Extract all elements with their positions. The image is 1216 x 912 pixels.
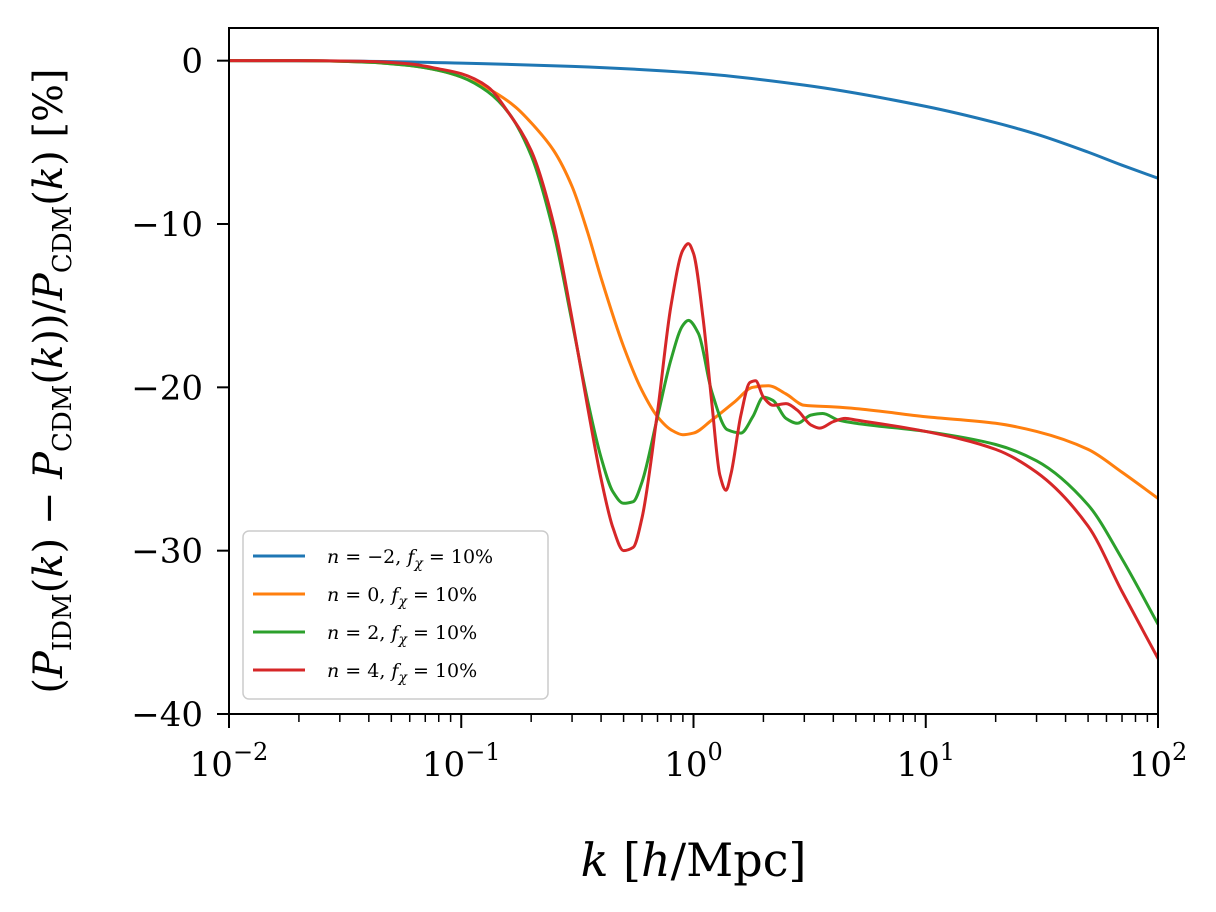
plot-frame bbox=[228, 27, 1159, 715]
y-tick-label: −40 bbox=[131, 695, 203, 735]
series-line-1 bbox=[229, 59, 1158, 500]
y-tick-label: −10 bbox=[131, 205, 203, 245]
series-line-0 bbox=[229, 59, 1158, 180]
y-axis-label: (PIDM(k) − PCDM(k))/PCDM(k) [%] bbox=[26, 68, 78, 693]
legend-label: n = 0, fχ = 10% bbox=[327, 584, 477, 610]
x-tick-label: 101 bbox=[896, 738, 955, 785]
x-axis-label: k [h/Mpc] bbox=[581, 833, 807, 887]
legend-label: n = 2, fχ = 10% bbox=[327, 622, 477, 648]
series-layer bbox=[229, 59, 1158, 660]
x-tick-label: 102 bbox=[1129, 738, 1188, 785]
x-tick-label: 100 bbox=[664, 738, 723, 785]
series-line-3 bbox=[229, 59, 1158, 660]
y-tick-label: −30 bbox=[131, 532, 203, 572]
y-tick-label: 0 bbox=[181, 42, 203, 82]
legend-label: n = −2, fχ = 10% bbox=[327, 546, 493, 572]
y-tick-label: −20 bbox=[131, 368, 203, 408]
legend: n = −2, fχ = 10% n = 0, fχ = 10% n = 2, fχ… bbox=[242, 530, 549, 700]
legend-box bbox=[242, 530, 549, 700]
series-line-2 bbox=[229, 59, 1158, 626]
x-tick-label: 10−2 bbox=[190, 738, 269, 785]
legend-label: n = 4, fχ = 10% bbox=[327, 660, 477, 686]
x-tick-label: 10−1 bbox=[422, 738, 501, 785]
